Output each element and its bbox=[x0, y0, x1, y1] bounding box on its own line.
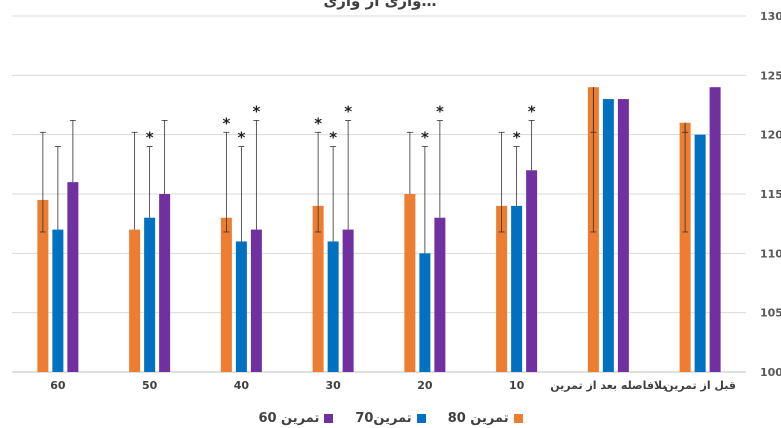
bar bbox=[67, 182, 79, 372]
bar bbox=[235, 241, 247, 372]
significance-star: * bbox=[252, 102, 260, 120]
x-tick-label: 20 bbox=[417, 379, 433, 392]
y-tick-label: 120 bbox=[760, 129, 781, 142]
bar bbox=[404, 194, 416, 372]
y-tick-label: 100 bbox=[760, 366, 781, 379]
legend: تمرین 80 تمرین70 تمرین 60 bbox=[0, 411, 781, 426]
x-tick-label: قبل از تمرین bbox=[664, 379, 736, 392]
legend-swatch bbox=[324, 414, 334, 423]
bar bbox=[312, 205, 324, 372]
significance-star: * bbox=[329, 129, 337, 147]
bar bbox=[602, 99, 614, 373]
x-tick-label: بلافاصله بعد از تمرین bbox=[550, 379, 666, 392]
legend-item-series-2: تمرین70 bbox=[355, 411, 426, 426]
error-bars-group bbox=[39, 87, 689, 254]
y-tick-label: 105 bbox=[760, 307, 781, 320]
bar bbox=[52, 229, 64, 372]
y-tick-label: 115 bbox=[760, 188, 781, 201]
gridlines bbox=[12, 15, 746, 373]
bar bbox=[511, 205, 523, 372]
legend-label: تمرین 80 bbox=[447, 411, 509, 426]
significance-star: * bbox=[421, 129, 429, 147]
significance-star: * bbox=[222, 114, 230, 132]
significance-star: * bbox=[314, 114, 322, 132]
chart-title: …واری از واری bbox=[324, 0, 437, 10]
y-axis: 100 105 110 115 120 125 130 bbox=[760, 10, 781, 379]
bar bbox=[694, 134, 706, 372]
x-tick-label: 60 bbox=[50, 379, 66, 392]
x-tick-label: 50 bbox=[142, 379, 158, 392]
bar bbox=[342, 229, 354, 372]
x-tick-label: 10 bbox=[509, 379, 525, 392]
bar bbox=[709, 87, 721, 372]
significance-markers: * * * * * * * * * * * bbox=[146, 102, 536, 146]
significance-star: * bbox=[237, 129, 245, 147]
significance-star: * bbox=[146, 129, 154, 147]
significance-star: * bbox=[436, 102, 444, 120]
bar bbox=[37, 199, 49, 372]
bar bbox=[144, 217, 156, 372]
y-tick-label: 110 bbox=[760, 247, 781, 260]
bar bbox=[617, 99, 629, 373]
bar bbox=[327, 241, 339, 372]
legend-swatch bbox=[416, 414, 426, 423]
x-tick-label: 30 bbox=[325, 379, 341, 392]
y-tick-label: 125 bbox=[760, 69, 781, 82]
legend-item-series-1: تمرین 80 bbox=[448, 411, 523, 426]
bar bbox=[434, 217, 446, 372]
bar bbox=[419, 253, 431, 372]
legend-label: تمرین 60 bbox=[258, 411, 320, 426]
significance-star: * bbox=[344, 102, 352, 120]
bars-group bbox=[37, 87, 721, 373]
significance-star: * bbox=[528, 102, 536, 120]
bar bbox=[159, 194, 171, 372]
bar bbox=[220, 217, 232, 372]
legend-item-series-3: تمرین 60 bbox=[258, 411, 334, 426]
legend-swatch bbox=[513, 414, 523, 423]
bar bbox=[250, 229, 262, 372]
legend-label: تمرین70 bbox=[355, 411, 412, 426]
x-tick-label: 40 bbox=[234, 379, 250, 392]
bar bbox=[679, 122, 691, 372]
bar bbox=[526, 170, 538, 372]
bar bbox=[496, 205, 508, 372]
significance-star: * bbox=[513, 129, 521, 147]
y-tick-label: 130 bbox=[760, 10, 781, 23]
bar bbox=[129, 229, 141, 372]
